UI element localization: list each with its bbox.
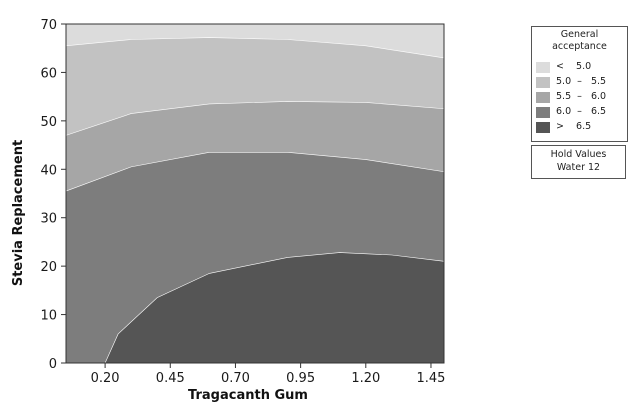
x-tick-label: 1.20	[351, 371, 380, 386]
y-tick-label: 30	[40, 212, 57, 227]
hold-values-text: Water 12	[556, 162, 601, 173]
legend-item: < 5.0	[536, 61, 626, 73]
legend-label: 6.0 – 6.5	[556, 106, 607, 117]
legend-item: 6.0 – 6.5	[536, 106, 626, 118]
x-tick-label: 0.70	[221, 371, 250, 386]
y-tick-label: 60	[40, 66, 57, 81]
legend-swatch	[536, 107, 550, 118]
legend-label: 5.5 – 6.0	[556, 91, 607, 102]
y-tick-label: 40	[40, 163, 57, 178]
y-axis-title: Stevia Replacement	[11, 140, 26, 286]
hold-values-title: Hold Values	[550, 149, 607, 160]
legend-label: < 5.0	[556, 61, 592, 72]
x-tick-label: 0.45	[156, 371, 185, 386]
x-tick-label: 0.95	[286, 371, 315, 386]
legend-swatch	[536, 122, 550, 133]
legend-title: General acceptance	[552, 29, 607, 52]
x-tick-label: 0.20	[91, 371, 120, 386]
legend-item: 5.5 – 6.0	[536, 91, 626, 103]
axes: 0.20 0.45 0.70 0.95 1.20 1.45 0 10 20 30 40 50 60 70	[40, 18, 445, 386]
legend-swatch	[536, 62, 550, 73]
y-tick-label: 10	[40, 309, 57, 324]
y-tick-label: 70	[40, 18, 57, 33]
plot-frame	[65, 23, 445, 364]
legend-item: 5.0 – 5.5	[536, 76, 626, 88]
y-tick-label: 0	[49, 357, 57, 372]
x-axis-title: Tragacanth Gum	[188, 388, 308, 403]
y-tick-label: 50	[40, 115, 57, 130]
hold-values-box: Hold Values Water 12	[531, 145, 626, 179]
contour-regions	[65, 24, 445, 364]
y-tick-label: 20	[40, 260, 57, 275]
legend: General acceptance < 5.0 5.0 – 5.5 5.5 – 6…	[531, 26, 628, 142]
x-tick-label: 1.45	[416, 371, 445, 386]
legend-label: 5.0 – 5.5	[556, 76, 607, 87]
legend-label: > 6.5	[556, 121, 592, 132]
legend-swatch	[536, 77, 550, 88]
legend-swatch	[536, 92, 550, 103]
legend-item: > 6.5	[536, 121, 626, 133]
